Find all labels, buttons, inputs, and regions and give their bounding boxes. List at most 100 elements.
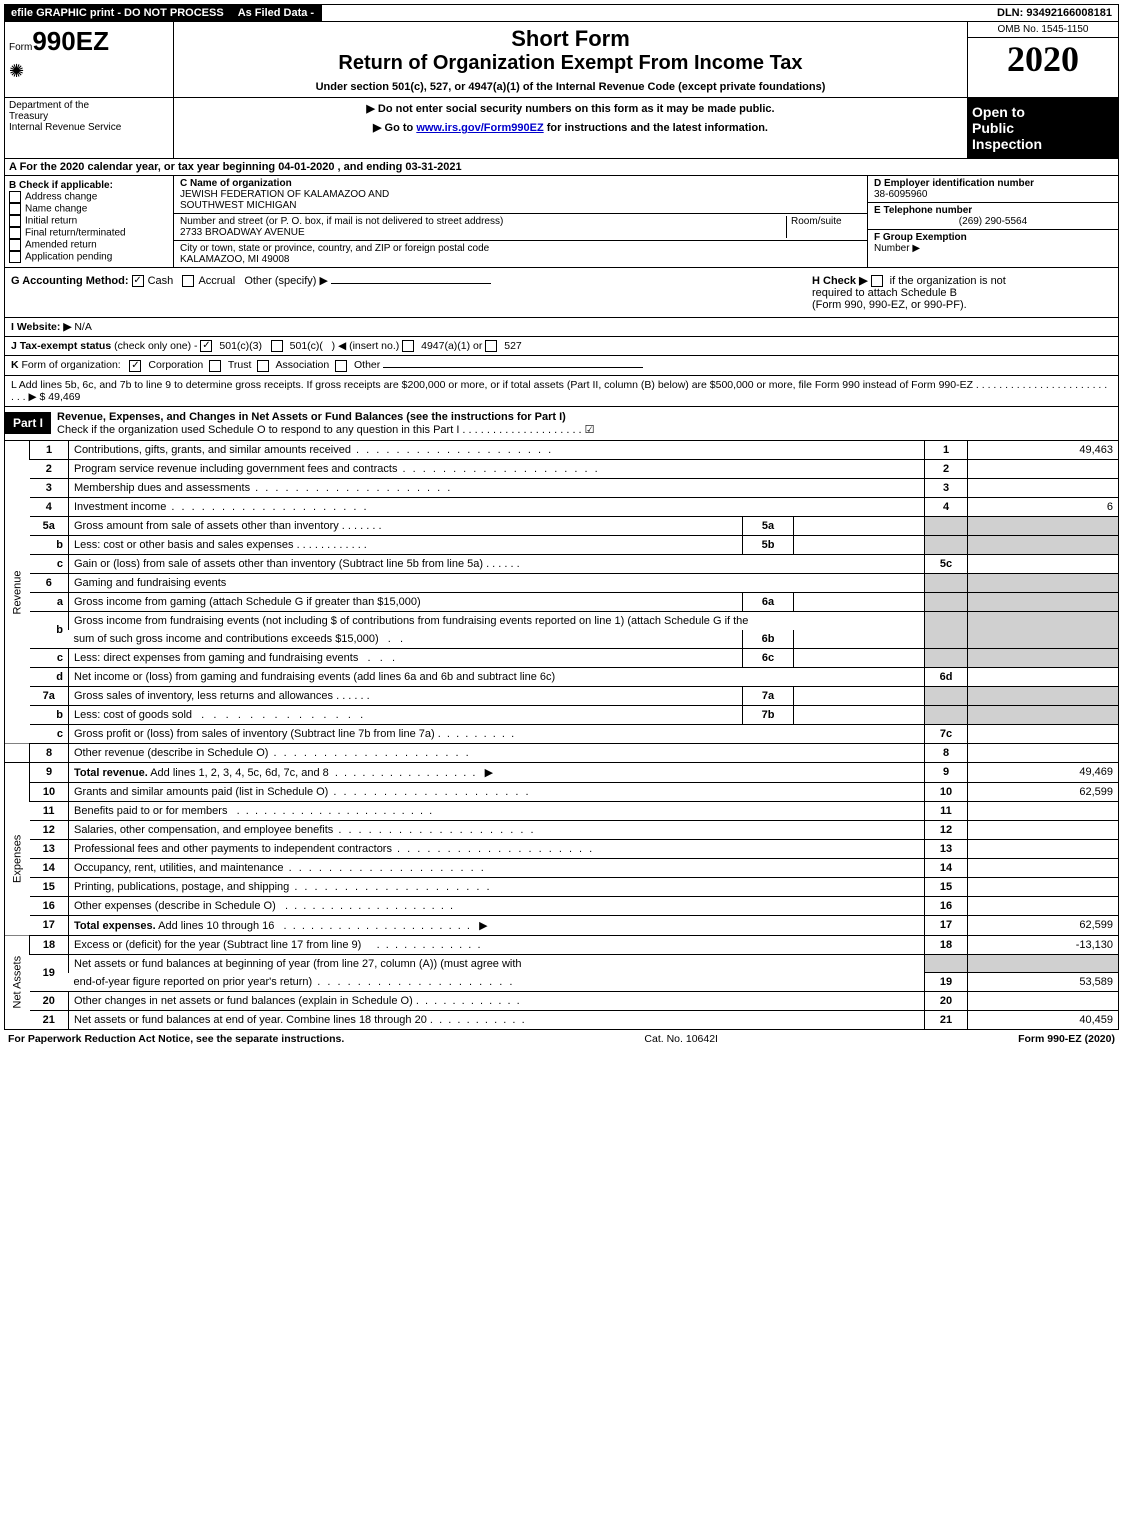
val-5b	[794, 535, 925, 554]
val-6b	[794, 630, 925, 649]
val-5a	[794, 516, 925, 535]
rn-14: 14	[925, 858, 968, 877]
tax-exempt-row: J Tax-exempt status (check only one) - ✓…	[4, 337, 1119, 356]
ln-7a: 7a	[30, 686, 69, 705]
l-amount: $ 49,469	[40, 391, 81, 403]
checkbox-pending[interactable]	[9, 251, 21, 263]
revenue-label: Revenue	[5, 441, 30, 744]
rn-16: 16	[925, 896, 968, 915]
checkbox-name[interactable]	[9, 203, 21, 215]
instructions-link[interactable]: www.irs.gov/Form990EZ	[416, 122, 543, 134]
other-label: Other (specify) ▶	[244, 275, 328, 287]
blank	[322, 5, 334, 21]
dept-line3: Internal Revenue Service	[9, 122, 169, 133]
street-label: Number and street (or P. O. box, if mail…	[180, 216, 503, 227]
amt-6c-grey	[968, 648, 1119, 667]
dln-label: DLN:	[997, 7, 1023, 19]
ln-4: 4	[30, 497, 69, 516]
b-item-4: Amended return	[25, 240, 97, 251]
ln-21: 21	[30, 1011, 69, 1030]
amt-8	[968, 743, 1119, 762]
h-block: H Check ▶ if the organization is not req…	[812, 274, 1112, 311]
desc-7c: Gross profit or (loss) from sales of inv…	[74, 728, 435, 740]
cb-assoc[interactable]	[257, 360, 269, 372]
cb-527[interactable]	[485, 340, 497, 352]
cb-501c[interactable]	[271, 340, 283, 352]
box-5a: 5a	[743, 516, 794, 535]
amt-12	[968, 820, 1119, 839]
line-a: A For the 2020 calendar year, or tax yea…	[4, 159, 1119, 176]
open-public: Open to Public Inspection	[968, 98, 1118, 158]
amt-4: 6	[968, 497, 1119, 516]
header-title-block: Short Form Return of Organization Exempt…	[174, 22, 967, 97]
rn-20: 20	[925, 992, 968, 1011]
desc-13: Professional fees and other payments to …	[74, 843, 392, 855]
rn-6a-grey	[925, 592, 968, 611]
h-text3: required to attach Schedule B	[812, 287, 957, 299]
part1-check: Check if the organization used Schedule …	[57, 424, 595, 436]
expenses-label: Expenses	[5, 782, 30, 935]
b-item-1: Name change	[25, 204, 87, 215]
desc-6b-1: Gross income from fundraising events (no…	[69, 611, 925, 630]
section-b: B Check if applicable: Address change Na…	[5, 176, 174, 267]
cb-501c3[interactable]: ✓	[200, 340, 212, 352]
ln-6: 6	[30, 573, 69, 592]
desc-6: Gaming and fundraising events	[69, 573, 925, 592]
other-specify-line[interactable]	[331, 283, 491, 284]
checkbox-address[interactable]	[9, 191, 21, 203]
cash-label: Cash	[148, 275, 174, 287]
val-6c	[794, 648, 925, 667]
rn-12: 12	[925, 820, 968, 839]
form-id-box: Form990EZ ✺	[5, 22, 174, 97]
ln-5c: c	[30, 554, 69, 573]
checkbox-amended[interactable]	[9, 239, 21, 251]
part-1-header: Part I Revenue, Expenses, and Changes in…	[4, 407, 1119, 441]
netassets-label: Net Assets	[5, 935, 30, 1030]
dept-box: Department of the Treasury Internal Reve…	[5, 98, 174, 158]
short-form: Short Form	[184, 26, 957, 52]
h-label: H Check ▶	[812, 275, 868, 287]
dept-line2: Treasury	[9, 111, 169, 122]
part1-title: Revenue, Expenses, and Changes in Net As…	[57, 411, 566, 423]
lines-table: Revenue 1 Contributions, gifts, grants, …	[4, 441, 1119, 1031]
amt-17: 62,599	[968, 915, 1119, 935]
checkbox-initial[interactable]	[9, 215, 21, 227]
amt-19: 53,589	[968, 973, 1119, 992]
dln: DLN: 93492166008181	[991, 5, 1118, 21]
desc-1: Contributions, gifts, grants, and simila…	[74, 444, 351, 456]
other-org-line[interactable]	[383, 367, 643, 368]
amt-19-grey	[968, 954, 1119, 973]
ln-13: 13	[30, 839, 69, 858]
rn-6b-grey	[925, 611, 968, 648]
rn-18: 18	[925, 935, 968, 954]
rn-7a-grey	[925, 686, 968, 705]
ln-14: 14	[30, 858, 69, 877]
cb-trust[interactable]	[209, 360, 221, 372]
val-7a	[794, 686, 925, 705]
cb-corp[interactable]: ✓	[129, 360, 141, 372]
cb-other[interactable]	[335, 360, 347, 372]
form-number: Form990EZ	[9, 26, 169, 57]
checkbox-cash[interactable]: ✓	[132, 275, 144, 287]
checkbox-h[interactable]	[871, 275, 883, 287]
rn-8: 8	[925, 743, 968, 762]
part1-label: Part I	[5, 412, 51, 434]
checkbox-accrual[interactable]	[182, 275, 194, 287]
sub-header: Department of the Treasury Internal Reve…	[4, 98, 1119, 159]
h-text2: if the organization is not	[890, 275, 1006, 287]
asfiled-label: As Filed Data -	[232, 5, 322, 21]
checkbox-final[interactable]	[9, 227, 21, 239]
b-label: B Check if applicable:	[9, 180, 169, 191]
desc-16: Other expenses (describe in Schedule O)	[74, 900, 276, 912]
desc-18: Excess or (deficit) for the year (Subtra…	[74, 939, 361, 951]
desc-21: Net assets or fund balances at end of ye…	[74, 1014, 427, 1026]
cb-4947[interactable]	[402, 340, 414, 352]
desc-5c: Gain or (loss) from sale of assets other…	[74, 558, 483, 570]
rn-3: 3	[925, 478, 968, 497]
footer-right: Form 990-EZ (2020)	[1018, 1033, 1115, 1045]
desc-14: Occupancy, rent, utilities, and maintena…	[74, 862, 284, 874]
rn-5b-grey	[925, 535, 968, 554]
amt-10: 62,599	[968, 782, 1119, 801]
tel: (269) 290-5564	[874, 216, 1112, 227]
accrual-label: Accrual	[198, 275, 235, 287]
